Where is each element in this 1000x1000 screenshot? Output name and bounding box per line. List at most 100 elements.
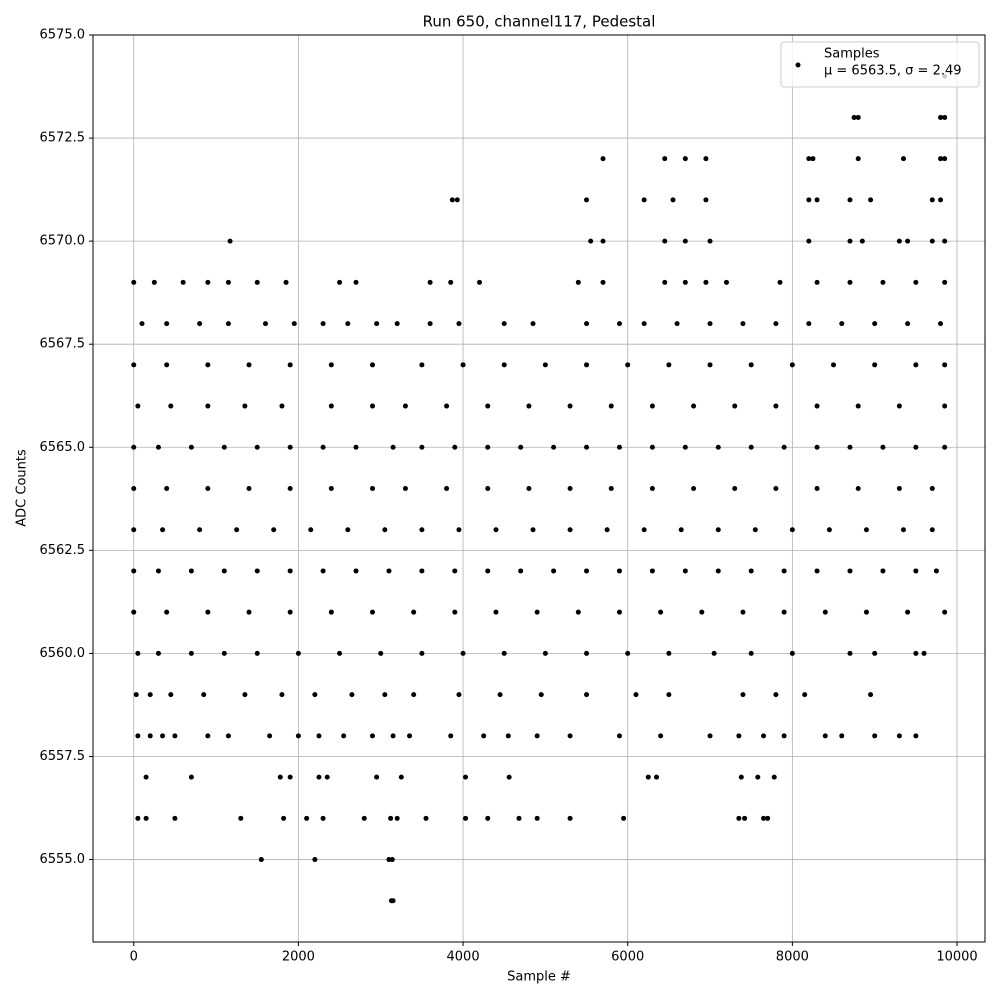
point (942, 444, 948, 450)
point (814, 568, 820, 574)
point (287, 444, 293, 450)
point (748, 362, 754, 368)
point (172, 733, 178, 739)
point (164, 321, 170, 327)
point (604, 527, 610, 533)
point (493, 609, 499, 615)
point (374, 774, 380, 780)
legend-label: Samples (824, 47, 880, 62)
point (616, 321, 622, 327)
point (707, 733, 713, 739)
point (131, 279, 137, 285)
point (715, 444, 721, 450)
point (538, 692, 544, 698)
point (172, 815, 178, 821)
point (452, 444, 458, 450)
x-tick-label: 10000 (936, 950, 977, 965)
x-axis-label: Sample # (507, 970, 571, 985)
point (534, 609, 540, 615)
point (855, 156, 861, 162)
point (155, 650, 161, 656)
point (419, 362, 425, 368)
point (913, 650, 919, 656)
point (649, 486, 655, 491)
legend-box (780, 41, 980, 88)
point (328, 362, 334, 368)
point (542, 362, 548, 368)
point (534, 733, 540, 739)
point (411, 692, 417, 698)
point (748, 444, 754, 450)
point (649, 568, 655, 574)
point (742, 815, 748, 821)
point (905, 238, 911, 244)
point (353, 568, 359, 574)
point (242, 692, 248, 698)
point (267, 733, 273, 739)
point (254, 568, 260, 574)
point (942, 156, 948, 162)
point (929, 527, 935, 533)
point (143, 815, 149, 821)
point (506, 774, 512, 780)
point (880, 568, 886, 574)
point (814, 403, 820, 409)
point (872, 321, 878, 327)
point (682, 156, 688, 162)
point (773, 321, 779, 327)
point (328, 403, 334, 409)
point (822, 733, 828, 739)
point (526, 403, 532, 409)
y-tick-label: 6555.0 (40, 852, 86, 867)
point (748, 568, 754, 574)
point (761, 815, 767, 821)
x-tick-label: 2000 (282, 950, 315, 965)
point (748, 650, 754, 656)
point (736, 815, 742, 821)
point (188, 444, 194, 450)
legend-annotation: μ = 6563.5, σ = 2.49 (824, 64, 962, 79)
point (164, 609, 170, 615)
point (135, 403, 141, 409)
point (155, 444, 161, 450)
point (625, 650, 631, 656)
point (826, 527, 832, 533)
point (777, 279, 783, 285)
point (382, 527, 388, 533)
point (407, 733, 413, 739)
legend: Samples μ = 6563.5, σ = 2.49 (780, 41, 980, 88)
point (320, 321, 326, 327)
point (868, 692, 874, 698)
point (188, 774, 194, 780)
point (238, 815, 244, 821)
point (855, 403, 861, 409)
point (625, 362, 631, 368)
point (139, 321, 145, 327)
point (394, 815, 400, 821)
point (711, 650, 717, 656)
point (456, 527, 462, 533)
point (131, 486, 137, 491)
point (662, 238, 668, 244)
point (390, 733, 396, 739)
point (168, 692, 174, 698)
point (913, 279, 919, 285)
point (316, 774, 322, 780)
point (880, 444, 886, 450)
point (328, 609, 334, 615)
point (896, 238, 902, 244)
point (444, 486, 450, 491)
point (135, 815, 141, 821)
point (600, 279, 606, 285)
point (369, 486, 375, 491)
point (781, 733, 787, 739)
point (369, 362, 375, 368)
point (394, 321, 400, 327)
point (463, 774, 469, 780)
point (448, 733, 454, 739)
point (847, 650, 853, 656)
point (682, 568, 688, 574)
point (942, 609, 948, 615)
point (518, 444, 524, 450)
point (320, 444, 326, 450)
